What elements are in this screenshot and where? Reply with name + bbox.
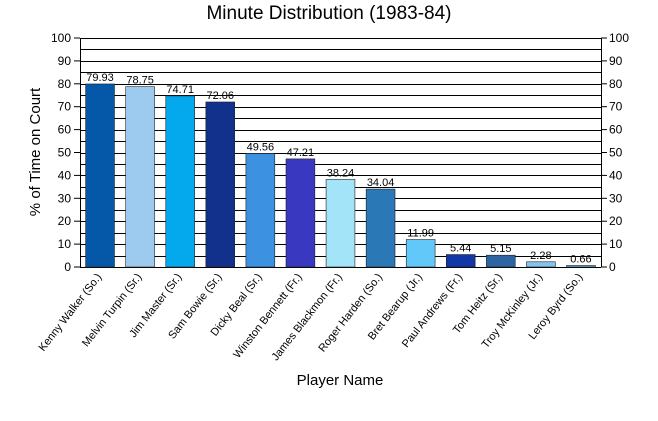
y-tick-label-left: 100: [51, 31, 71, 45]
y-tick-label-left: 40: [58, 168, 72, 182]
y-tick-label-left: 30: [58, 191, 72, 205]
data-label: 5.44: [450, 243, 471, 255]
data-label: 72.06: [207, 90, 235, 102]
bar: [325, 179, 356, 268]
bars: [85, 83, 596, 268]
data-label: 34.04: [367, 177, 395, 189]
y-tick-label-right: 90: [609, 54, 623, 68]
y-tick-label-right: 100: [609, 31, 629, 45]
axes: 0 0 10 10 20 20 30 30 40 40 50 50 60 60 70 70 80 80 90 90 10…: [51, 31, 629, 274]
y-tick-label-right: 50: [609, 146, 623, 160]
bar: [245, 153, 276, 268]
y-tick-label-right: 60: [609, 123, 623, 137]
data-label: 79.93: [86, 72, 114, 84]
bar: [165, 95, 195, 268]
y-tick-label-left: 70: [58, 100, 72, 114]
y-tick-label-left: 50: [58, 146, 72, 160]
bar: [205, 101, 235, 268]
bar: [85, 83, 115, 268]
data-label: 11.99: [407, 228, 434, 240]
x-tick-labels: Kenny Walker (So.)Melvin Turpin (Sr.)Jim…: [36, 271, 585, 363]
bar: [566, 265, 596, 268]
bar: [526, 261, 556, 268]
data-label: 2.28: [530, 250, 551, 262]
data-label: 5.15: [490, 243, 511, 255]
bar: [285, 158, 316, 268]
data-labels: 79.93 78.75 74.71 72.06 49.56 47.21 38.24 34.04…: [86, 72, 591, 266]
bar: [405, 239, 436, 268]
bar: [125, 86, 155, 268]
x-axis-title: Player Name: [297, 372, 384, 389]
y-tick-label-left: 80: [58, 77, 72, 91]
data-label: 0.66: [570, 253, 591, 265]
y-tick-label-left: 90: [58, 54, 72, 68]
x-tick-label: James Blackmon (Fr.): [270, 271, 345, 363]
bar: [445, 254, 476, 268]
y-tick-label-right: 40: [609, 168, 623, 182]
y-tick-label-left: 10: [58, 237, 72, 251]
y-tick-label-right: 70: [609, 100, 623, 114]
data-label: 74.71: [166, 84, 194, 96]
data-label: 47.21: [287, 147, 315, 159]
chart-title: Minute Distribution (1983-84): [206, 3, 451, 24]
data-label: 78.75: [126, 75, 154, 87]
data-label: 49.56: [247, 142, 275, 154]
y-tick-label-right: 0: [609, 260, 616, 274]
y-tick-label-left: 20: [58, 214, 72, 228]
data-label: 38.24: [327, 167, 355, 179]
bar: [365, 188, 396, 268]
y-tick-label-right: 30: [609, 191, 623, 205]
y-tick-label-right: 10: [609, 237, 623, 251]
y-tick-label-right: 80: [609, 77, 623, 91]
y-axis-title: % of Time on Court: [27, 87, 44, 216]
x-tick-label: Winston Bennett (Fr.): [231, 271, 304, 360]
y-tick-label-left: 0: [64, 260, 71, 274]
y-tick-label-right: 20: [609, 214, 623, 228]
bar: [486, 254, 516, 268]
y-tick-label-left: 60: [58, 123, 72, 137]
